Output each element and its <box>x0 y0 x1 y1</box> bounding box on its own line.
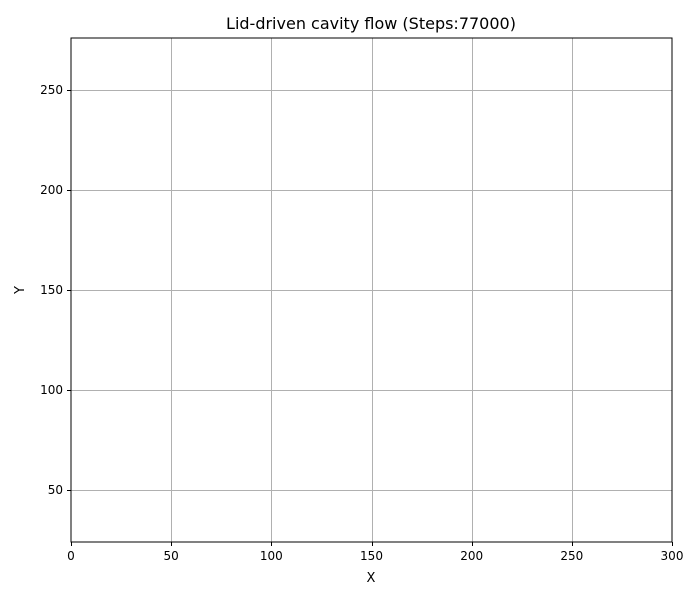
y-tick-label: 150 <box>40 283 63 297</box>
tick-layer: 0 50 100 150 200 250 300 50 100 150 200 250 <box>40 83 683 563</box>
x-axis-label: X <box>367 571 376 586</box>
x-tick-label: 50 <box>164 549 179 563</box>
x-tick-label: 250 <box>560 549 583 563</box>
y-tick-label: 100 <box>40 383 63 397</box>
grid-layer <box>71 38 672 542</box>
x-tick-label: 0 <box>67 549 75 563</box>
y-tick-label: 200 <box>40 183 63 197</box>
x-tick-label: 200 <box>460 549 483 563</box>
y-tick-label: 50 <box>48 483 63 497</box>
x-tick-label: 300 <box>661 549 684 563</box>
y-axis-label: Y <box>13 286 28 295</box>
x-tick-label: 100 <box>260 549 283 563</box>
y-tick-label: 250 <box>40 83 63 97</box>
chart-title: Lid-driven cavity flow (Steps:77000) <box>226 14 516 33</box>
x-tick-label: 150 <box>360 549 383 563</box>
